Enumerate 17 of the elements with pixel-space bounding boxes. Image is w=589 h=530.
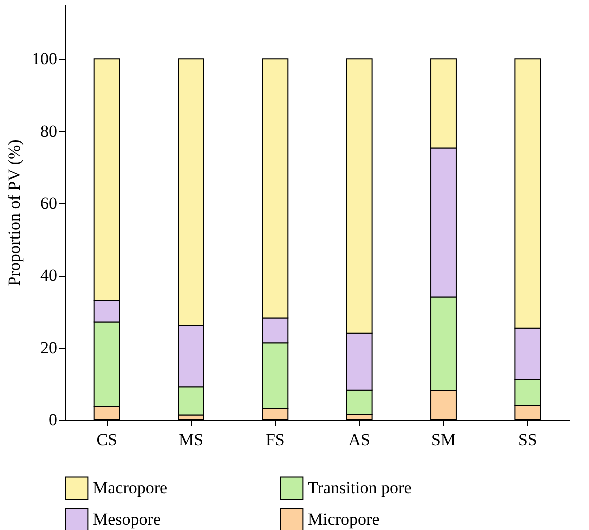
x-tick-label: AS <box>348 430 370 450</box>
x-tick-label: SM <box>431 430 456 450</box>
legend-label: Transition pore <box>308 478 412 498</box>
y-tick-label: 0 <box>49 410 58 430</box>
x-tick-label: CS <box>96 430 118 450</box>
x-tick-label: FS <box>266 430 285 450</box>
y-tick-label: 20 <box>40 338 58 358</box>
legend-label: Macropore <box>93 478 168 498</box>
y-axis-title: Proportion of PV (%) <box>5 140 24 286</box>
y-tick-label: 60 <box>40 194 58 213</box>
y-tick-label: 80 <box>40 122 58 141</box>
x-tick-label: MS <box>178 430 204 450</box>
y-tick-label: 40 <box>40 266 58 286</box>
x-tick-label: SS <box>518 430 538 450</box>
legend-label: Mesopore <box>93 510 161 529</box>
y-tick-label: 100 <box>32 50 58 69</box>
legend-label: Micropore <box>308 510 380 529</box>
